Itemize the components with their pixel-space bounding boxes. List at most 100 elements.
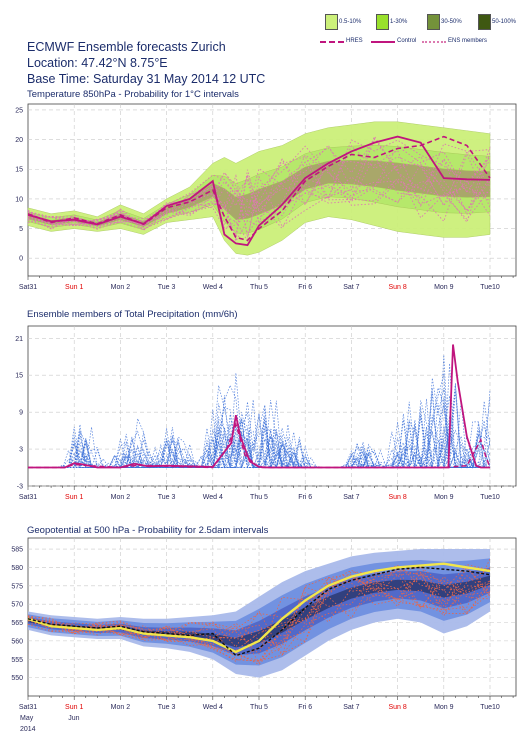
legend-label-50-100: 50-100%	[492, 19, 517, 25]
temperature-xtick-label: Fri 6	[298, 284, 312, 291]
temp-ens-member-line	[27, 145, 491, 227]
geo-ens-member-line	[27, 574, 491, 651]
precip-xtick-label: Sat31	[19, 494, 37, 501]
geopotential-panel-title: Geopotential at 500 hPa - Probability fo…	[27, 525, 269, 536]
geo-ens-member-line	[27, 564, 491, 642]
precip-ens-member-line	[28, 417, 491, 469]
precip-ytick-label: 21	[15, 336, 23, 343]
precip-control-line	[28, 344, 490, 469]
geopotential-ytick-label: 585	[11, 547, 23, 554]
geo-hres-line	[27, 562, 491, 654]
geopotential-ytick-label: 575	[11, 583, 23, 590]
location-text: Location: 47.42°N 8.75°E	[27, 56, 168, 70]
geo-control-line	[27, 566, 491, 657]
precip-xtick-label: Mon 9	[434, 494, 454, 501]
base-time-text: Base Time: Saturday 31 May 2014 12 UTC	[27, 72, 266, 86]
precip-xtick-label: Sat 7	[343, 494, 359, 501]
geopotential-chart: 550 555 560 565 570 575 580 585 Sat31 Sun 1 Mon 2 T…	[11, 537, 517, 733]
geopotential-xtick-label: Tue 3	[158, 704, 176, 711]
temp-ens-member-line	[27, 152, 491, 236]
precip-xtick-label: Thu 5	[250, 494, 268, 501]
legend-label-1-30: 1-30%	[390, 19, 408, 25]
geopotential-xtick-label: Thu 5	[250, 704, 268, 711]
temperature-xtick-label: Sun 1	[65, 284, 83, 291]
temperature-ytick-label: 25	[15, 107, 23, 114]
temperature-ytick-label: 0	[19, 256, 23, 263]
precip-xtick-label: Sun 8	[388, 494, 406, 501]
geopotential-xtick-label: Wed 4	[203, 704, 223, 711]
precip-ytick-label: 3	[19, 447, 23, 454]
legend-swatch-1-30	[376, 14, 389, 30]
geopotential-xtick-label: Mon 9	[434, 704, 454, 711]
legend-swatch-50-100	[478, 14, 491, 30]
temp-hres-line	[27, 135, 491, 242]
precip-xtick-label: Wed 4	[203, 494, 223, 501]
legend-label-hres: HRES	[346, 38, 363, 44]
geopotential-ytick-label: 580	[11, 565, 23, 572]
legend-swatch-30-50	[427, 14, 440, 30]
geopotential-ytick-label: 555	[11, 657, 23, 664]
legend: 0.5-10% 1-30% 30-50% 50-100% HRES Contro…	[318, 10, 528, 50]
geopotential-xtick-label: Tue10	[480, 704, 500, 711]
footer-month-may: May	[20, 715, 34, 722]
temp-ens-member-line	[27, 147, 491, 230]
geopotential-xtick-label: Fri 6	[298, 704, 312, 711]
precip-xtick-label: Mon 2	[111, 494, 131, 501]
temperature-xtick-label: Sat31	[19, 284, 37, 291]
temperature-xtick-label: Sun 8	[388, 284, 406, 291]
geopotential-xtick-label: Sat 7	[343, 704, 359, 711]
temp-ens-member-line	[27, 145, 491, 238]
precip-ytick-label: -3	[17, 484, 23, 491]
legend-line-control	[371, 41, 395, 43]
temperature-panel-title: Temperature 850hPa - Probability for 1°C…	[27, 89, 239, 100]
temperature-xtick-label: Sat 7	[343, 284, 359, 291]
temp-ens-member-line	[27, 154, 491, 235]
temperature-ytick-label: 15	[15, 167, 23, 174]
temp-ens-member-line	[27, 144, 491, 240]
temp-ens-member-line	[27, 139, 491, 229]
precip-ens-member-line	[28, 385, 491, 469]
temperature-xtick-label: Mon 2	[111, 284, 131, 291]
geo-ens-member-line	[27, 569, 491, 655]
precip-xtick-label: Tue 3	[158, 494, 176, 501]
temperature-xtick-label: Thu 5	[250, 284, 268, 291]
geo-ens-member-line	[27, 567, 491, 656]
geopotential-xtick-label: Sat31	[19, 704, 37, 711]
legend-label-control: Control	[397, 38, 417, 44]
legend-line-ens-members	[422, 41, 446, 43]
geopotential-xtick-label: Sun 1	[65, 704, 83, 711]
precip-plot-frame	[27, 325, 517, 487]
geopotential-ytick-label: 565	[11, 620, 23, 627]
temperature-plot-frame	[27, 103, 517, 277]
temp-ens-member-line	[27, 171, 491, 230]
legend-line-hres	[320, 41, 344, 43]
temp-ens-member-line	[27, 137, 491, 243]
footer-year: 2014	[20, 726, 36, 733]
temp-ens-member-line	[27, 149, 491, 230]
precipitation-chart: -3 3 9 15 21 Sat31 Sun 1 Mon 2 Tue 3 Wed 4 Thu 5 Fr…	[15, 325, 517, 501]
precip-xtick-label: Tue10	[480, 494, 500, 501]
geo-ens-member-line	[27, 564, 491, 665]
temperature-xtick-label: Mon 9	[434, 284, 454, 291]
temperature-ytick-label: 10	[15, 196, 23, 203]
legend-label-0-5-10: 0.5-10%	[339, 19, 362, 25]
precip-ytick-label: 9	[19, 410, 23, 417]
legend-label-30-50: 30-50%	[441, 19, 462, 25]
temperature-xtick-label: Wed 4	[203, 284, 223, 291]
precip-xtick-label: Sun 1	[65, 494, 83, 501]
geopotential-ytick-label: 550	[11, 675, 23, 682]
precip-ytick-label: 15	[15, 373, 23, 380]
precip-ens-member-line	[28, 383, 490, 469]
temperature-ytick-label: 5	[19, 226, 23, 233]
temperature-ytick-label: 20	[15, 137, 23, 144]
temperature-chart: 0 5 10 15 20 25 Sat31 Sun 1 Mon 2 Tue 3 Wed 4 Thu 5…	[15, 103, 517, 291]
temperature-xtick-label: Tue 3	[158, 284, 176, 291]
geopotential-ytick-label: 560	[11, 638, 23, 645]
precip-panel-title: Ensemble members of Total Precipitation …	[27, 309, 238, 320]
footer-month-jun: Jun	[68, 715, 79, 722]
geopotential-xtick-label: Sun 8	[388, 704, 406, 711]
chart-title: ECMWF Ensemble forecasts Zurich	[27, 40, 226, 54]
chart-header: ECMWF Ensemble forecasts Zurich Location…	[0, 0, 532, 90]
temperature-xtick-label: Tue10	[480, 284, 500, 291]
geo-ens-member-line	[27, 578, 491, 664]
